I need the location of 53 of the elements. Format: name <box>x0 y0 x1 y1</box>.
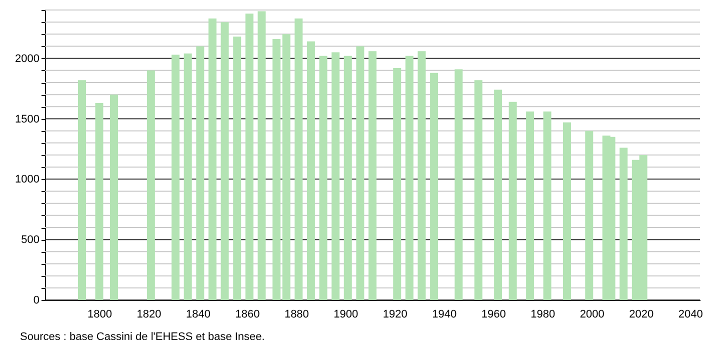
bar <box>294 18 303 300</box>
bar <box>508 102 517 300</box>
bar <box>184 54 192 300</box>
bar <box>526 112 534 300</box>
bar <box>220 22 229 300</box>
bar <box>282 34 290 300</box>
x-tick-label: 2000 <box>580 308 604 320</box>
bar <box>172 54 180 300</box>
bar <box>78 80 86 300</box>
bar <box>146 70 155 300</box>
bar <box>110 94 118 300</box>
x-tick-label: 1980 <box>530 308 556 320</box>
y-tick-label: 0 <box>33 294 40 306</box>
bar <box>272 39 280 300</box>
bar <box>454 69 463 300</box>
bar <box>393 68 402 300</box>
bar <box>208 18 216 300</box>
bar <box>474 80 482 300</box>
bar <box>319 56 328 300</box>
bar <box>620 148 628 300</box>
bar <box>430 72 438 300</box>
y-tick-label: 500 <box>21 234 40 246</box>
x-tick-label: 1800 <box>87 308 112 320</box>
bar <box>562 122 571 300</box>
bar <box>196 46 204 300</box>
x-tick-label: 2020 <box>629 308 654 320</box>
x-tick-label: 1880 <box>284 308 309 320</box>
x-tick-label: 1820 <box>136 308 162 320</box>
bar <box>494 90 502 300</box>
source-note: Sources : base Cassini de l'EHESS et base Insee. <box>20 331 265 340</box>
bar <box>95 103 104 300</box>
x-tick-label: 1860 <box>235 308 260 320</box>
bar <box>306 41 315 300</box>
bar <box>233 36 242 300</box>
y-tick-label: 2000 <box>15 52 40 65</box>
x-tick-label: 1940 <box>432 308 457 320</box>
bar <box>332 52 340 300</box>
bar <box>543 112 552 300</box>
y-tick-label: 1500 <box>15 113 40 126</box>
bar <box>356 46 364 300</box>
bar <box>245 14 254 300</box>
x-tick-label: 2040 <box>678 308 703 320</box>
bar <box>585 130 594 300</box>
x-tick-label: 1920 <box>382 308 408 320</box>
bar <box>405 56 414 300</box>
bar <box>418 51 426 300</box>
bar <box>368 51 376 300</box>
x-tick-label: 1900 <box>334 308 358 320</box>
x-tick-label: 1840 <box>186 308 210 320</box>
x-tick-label: 1960 <box>481 308 506 320</box>
y-tick-label: 1000 <box>15 174 40 186</box>
bar <box>258 11 266 300</box>
bar <box>344 56 352 300</box>
